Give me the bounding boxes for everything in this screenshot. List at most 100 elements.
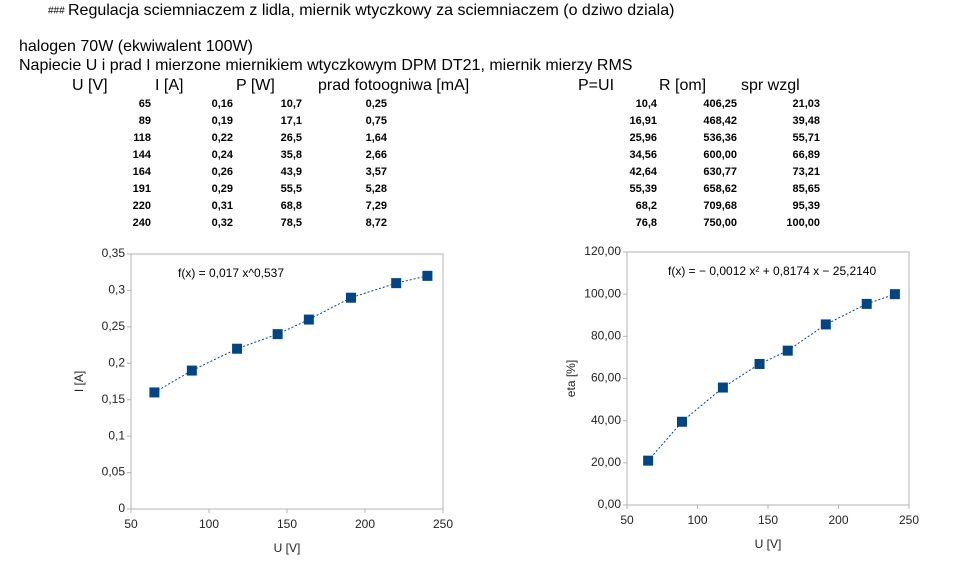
table-cell: 100,00: [786, 217, 820, 229]
table-cell: 66,89: [792, 149, 820, 161]
x-tick-label: 200: [355, 517, 375, 531]
table-cell: 630,77: [703, 166, 737, 178]
y-tick-label: 100,00: [584, 286, 621, 300]
data-point: [889, 289, 900, 300]
data-point: [232, 343, 243, 354]
table-cell: 600,00: [703, 149, 737, 161]
table-cell: 21,03: [792, 98, 820, 110]
table-cell: 89: [139, 115, 151, 127]
table-cell: 39,48: [792, 115, 820, 127]
table-cell: 144: [133, 149, 152, 161]
table-cell: 709,68: [703, 200, 737, 212]
plot-frame: [130, 253, 444, 510]
table-cell: 85,65: [792, 183, 820, 195]
x-tick-label: 250: [433, 517, 453, 531]
x-tick-label: 200: [828, 513, 848, 527]
table-cell: 0,16: [212, 98, 233, 110]
table-cell: 536,36: [703, 132, 737, 144]
trend-line: [647, 293, 896, 461]
table-cell: 406,25: [703, 98, 737, 110]
y-tick-label: 40,00: [591, 413, 621, 427]
column-header: R [om]: [659, 77, 706, 94]
column-header: P [W]: [236, 77, 275, 94]
x-tick-label: 250: [899, 513, 919, 527]
column-header: prad fotoogniwa [mA]: [318, 77, 469, 94]
y-tick-label: 80,00: [591, 329, 621, 343]
table-cell: 0,75: [366, 115, 387, 127]
note-line: halogen 70W (ekwiwalent 100W): [19, 38, 253, 55]
table-cell: 42,64: [629, 166, 657, 178]
data-point: [717, 382, 728, 393]
data-point: [643, 455, 654, 466]
table-cell: 68,2: [636, 200, 657, 212]
table-cell: 0,31: [212, 200, 233, 212]
y-axis-label: I [A]: [72, 371, 86, 392]
data-point: [754, 358, 765, 369]
data-point: [676, 416, 687, 427]
y-tick-label: 0,25: [102, 319, 126, 333]
data-point: [820, 319, 831, 330]
sheet-title: Regulacja sciemniaczem z lidla, miernik …: [68, 2, 674, 19]
title-marker: ###: [48, 6, 65, 17]
table-cell: 191: [133, 183, 151, 195]
table-cell: 0,29: [212, 183, 233, 195]
table-cell: 10,7: [281, 98, 302, 110]
x-tick-label: 50: [124, 517, 138, 531]
x-tick-label: 50: [620, 513, 634, 527]
x-tick-label: 150: [758, 513, 778, 527]
table-cell: 35,8: [281, 149, 302, 161]
table-cell: 78,5: [281, 217, 302, 229]
table-cell: 0,24: [212, 149, 234, 161]
table-cell: 750,00: [703, 217, 737, 229]
table-cell: 0,26: [212, 166, 233, 178]
trend-equation: f(x) = − 0,0012 x² + 0,8174 x − 25,2140: [668, 264, 876, 278]
y-tick-label: 120,00: [584, 244, 621, 258]
table-cell: 43,9: [281, 166, 302, 178]
data-point: [186, 365, 197, 376]
x-tick-label: 100: [687, 513, 707, 527]
y-tick-label: 0,05: [102, 465, 126, 479]
data-point: [391, 278, 402, 289]
table-cell: 2,66: [366, 149, 387, 161]
table-cell: 73,21: [792, 166, 820, 178]
x-axis-label: U [V]: [274, 541, 301, 555]
y-tick-label: 0,2: [108, 355, 125, 369]
table-cell: 8,72: [366, 217, 387, 229]
table-cell: 240: [133, 217, 151, 229]
table-cell: 468,42: [703, 115, 737, 127]
column-header: P=UI: [578, 77, 614, 94]
data-point: [272, 329, 283, 340]
table-cell: 17,1: [281, 115, 302, 127]
table-cell: 0,32: [212, 217, 233, 229]
table-cell: 164: [133, 166, 152, 178]
table-cell: 0,22: [212, 132, 233, 144]
table-cell: 76,8: [636, 217, 657, 229]
table-cell: 26,5: [281, 132, 302, 144]
data-point: [422, 270, 433, 281]
column-header: U [V]: [72, 77, 108, 94]
table-cell: 16,91: [629, 115, 657, 127]
data-point: [861, 298, 872, 309]
table-cell: 10,4: [636, 98, 658, 110]
data-point: [149, 387, 160, 398]
data-point: [345, 292, 356, 303]
table-cell: 0,19: [212, 115, 233, 127]
table-cell: 220: [133, 200, 151, 212]
y-tick-label: 0,00: [598, 497, 622, 511]
column-header: I [A]: [155, 77, 183, 94]
y-tick-label: 0,15: [102, 392, 126, 406]
table-cell: 118: [133, 132, 151, 144]
table-cell: 65: [139, 98, 151, 110]
table-cell: 55,5: [281, 183, 302, 195]
y-tick-label: 20,00: [591, 455, 621, 469]
column-header: spr wzgl: [741, 77, 800, 94]
table-cell: 34,56: [629, 149, 657, 161]
note-line: Napiecie U i prad I mierzone miernikiem …: [19, 57, 632, 74]
table-cell: 68,8: [281, 200, 302, 212]
y-tick-label: 0,1: [108, 428, 125, 442]
table-cell: 1,64: [366, 132, 388, 144]
x-axis-label: U [V]: [755, 537, 782, 551]
table-cell: 658,62: [703, 183, 737, 195]
